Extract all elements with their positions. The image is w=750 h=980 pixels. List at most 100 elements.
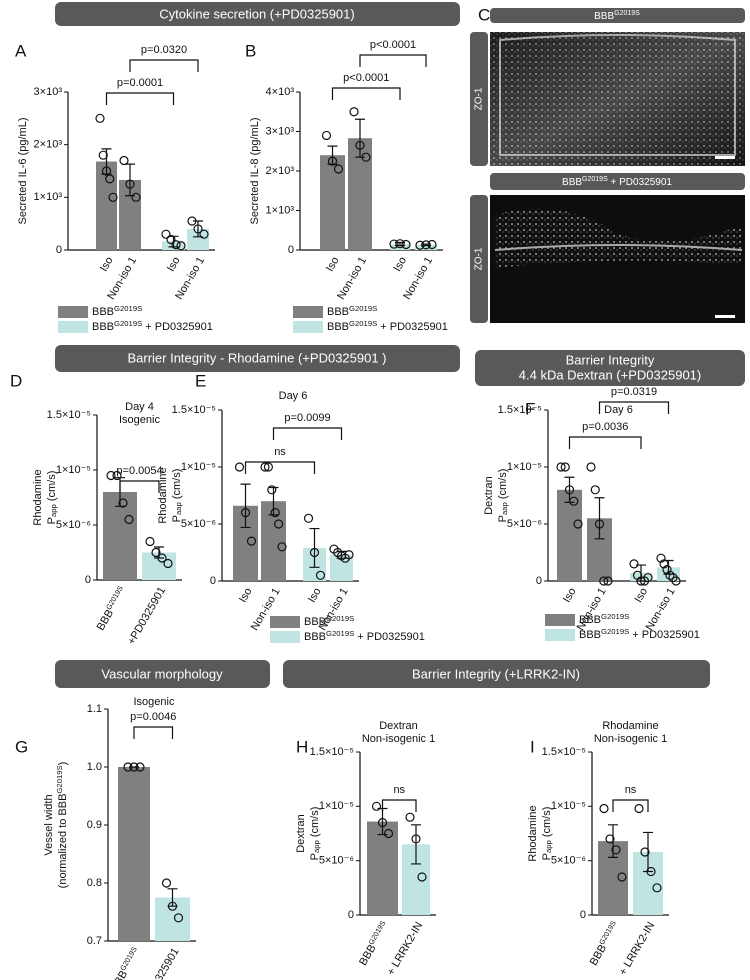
data-point (573, 519, 583, 529)
panel-title: Isogenic (134, 696, 175, 708)
data-point (599, 803, 609, 814)
data-point (599, 576, 609, 586)
data-point (333, 164, 344, 174)
y-tick-label: 0 (56, 244, 62, 256)
text-part: BBB (327, 306, 349, 318)
data-point (125, 179, 135, 189)
data-point (108, 192, 118, 202)
data-point (274, 519, 284, 529)
data-point (135, 762, 145, 772)
significance-label: p=0.0319 (611, 386, 657, 398)
error-bar (167, 888, 178, 907)
y-tick-label: 1.1 (87, 703, 102, 715)
legend-label: BBBG2019S (327, 304, 377, 318)
text-part: BBB (304, 631, 326, 643)
legend-label: BBBG2019S + PD0325901 (304, 629, 425, 643)
y-tick-label: 0.9 (87, 819, 102, 831)
x-tick-label: +PD0325901 (125, 585, 168, 647)
data-point (344, 550, 354, 560)
y-axis-label: Papp (cm/s) (46, 471, 58, 525)
data-point (161, 229, 171, 239)
data-point (119, 155, 129, 166)
data-point (123, 762, 133, 772)
section-title: Barrier Integrity (+LRRK2-IN) (412, 666, 580, 681)
text-part: Iso (324, 255, 342, 274)
image-title: BBBG2019S (594, 10, 640, 22)
text-part: Dextran (483, 476, 495, 515)
panel-title: Day 6 (279, 390, 308, 402)
x-tick-label: Iso (165, 255, 183, 274)
legend-label: BBBG2019S (304, 614, 354, 628)
panel-title: Rhodamine (602, 720, 658, 732)
data-point (193, 224, 203, 234)
panel-letter: A (15, 41, 27, 60)
significance-label: ns (274, 446, 286, 458)
data-point (629, 559, 639, 569)
x-tick-label: Iso (324, 255, 342, 274)
text-part: (normalized to BBB (57, 794, 69, 889)
data-point (383, 828, 394, 839)
data-point (656, 553, 666, 563)
bar (415, 244, 437, 250)
text-part: Iso (237, 586, 255, 605)
text-part: Iso (98, 255, 116, 274)
x-tick-label: Iso (391, 255, 409, 274)
section-header: Cytokine secretion (+PD0325901) (55, 2, 460, 26)
y-tick-label: 0 (210, 575, 216, 587)
y-tick-label: 0.7 (87, 935, 102, 947)
text-sup: G2019S (114, 304, 142, 313)
x-tick-label: Iso (237, 586, 255, 605)
y-axis-label: Dextran (295, 814, 307, 853)
text-part: Iso (632, 586, 650, 605)
text-part: + PD0325901 (142, 321, 213, 333)
significance-label: p=0.0099 (284, 412, 330, 424)
text-part: + PD0325901 (377, 321, 448, 333)
y-axis-label: Paap (cm/s) (497, 469, 509, 523)
y-tick-label: 5×10⁻⁶ (319, 855, 354, 867)
text-part: (cm/s) (171, 469, 183, 503)
y-axis-label: Rhodamine (32, 469, 44, 525)
significance-label: p=0.0054 (116, 465, 162, 477)
text-part: (cm/s) (46, 471, 58, 505)
data-point (151, 547, 161, 558)
error-bar (421, 243, 431, 247)
text-sup: G2019S (114, 319, 142, 328)
panel-letter: C (478, 5, 490, 24)
panel-letter: E (195, 371, 206, 390)
text-sub: aap (174, 502, 183, 515)
y-axis-label: Paap (cm/s) (171, 469, 183, 523)
stain-label: ZO-1 (474, 87, 485, 110)
x-tick-label: +PD0325901 (139, 946, 182, 980)
data-point (389, 239, 399, 249)
text-part: BBB (92, 306, 114, 318)
legend-swatch (293, 321, 323, 333)
legend-swatch (545, 614, 575, 626)
text-sub: app (312, 840, 321, 853)
bar (118, 767, 150, 941)
significance-bracket (598, 401, 670, 414)
data-point (361, 152, 371, 162)
data-point (187, 216, 197, 226)
text-part: Rhodamine (527, 805, 539, 861)
data-point (98, 150, 108, 160)
y-tick-label: 1.0 (87, 761, 102, 773)
data-point (112, 470, 122, 481)
data-point (652, 883, 662, 893)
text-sup: G2019S (119, 945, 139, 972)
text-part: (cm/s) (309, 807, 321, 841)
data-point (106, 470, 116, 481)
legend-swatch (545, 629, 575, 641)
text-part: + PD0325901 (629, 629, 700, 641)
error-bar (355, 118, 365, 158)
data-point (586, 462, 596, 472)
text-part: + LRRK2-IN (385, 920, 425, 978)
significance-bracket (612, 799, 649, 812)
y-axis-label: Rhodamine (157, 467, 169, 523)
significance-bracket (359, 54, 427, 67)
x-tick-label: + LRRK2-IN (617, 920, 657, 978)
significance-label: p<0.0001 (370, 39, 416, 51)
data-point (167, 901, 178, 911)
y-tick-label: 5×10⁻⁶ (181, 518, 216, 530)
significance-bracket (244, 461, 316, 474)
data-point (176, 241, 186, 251)
